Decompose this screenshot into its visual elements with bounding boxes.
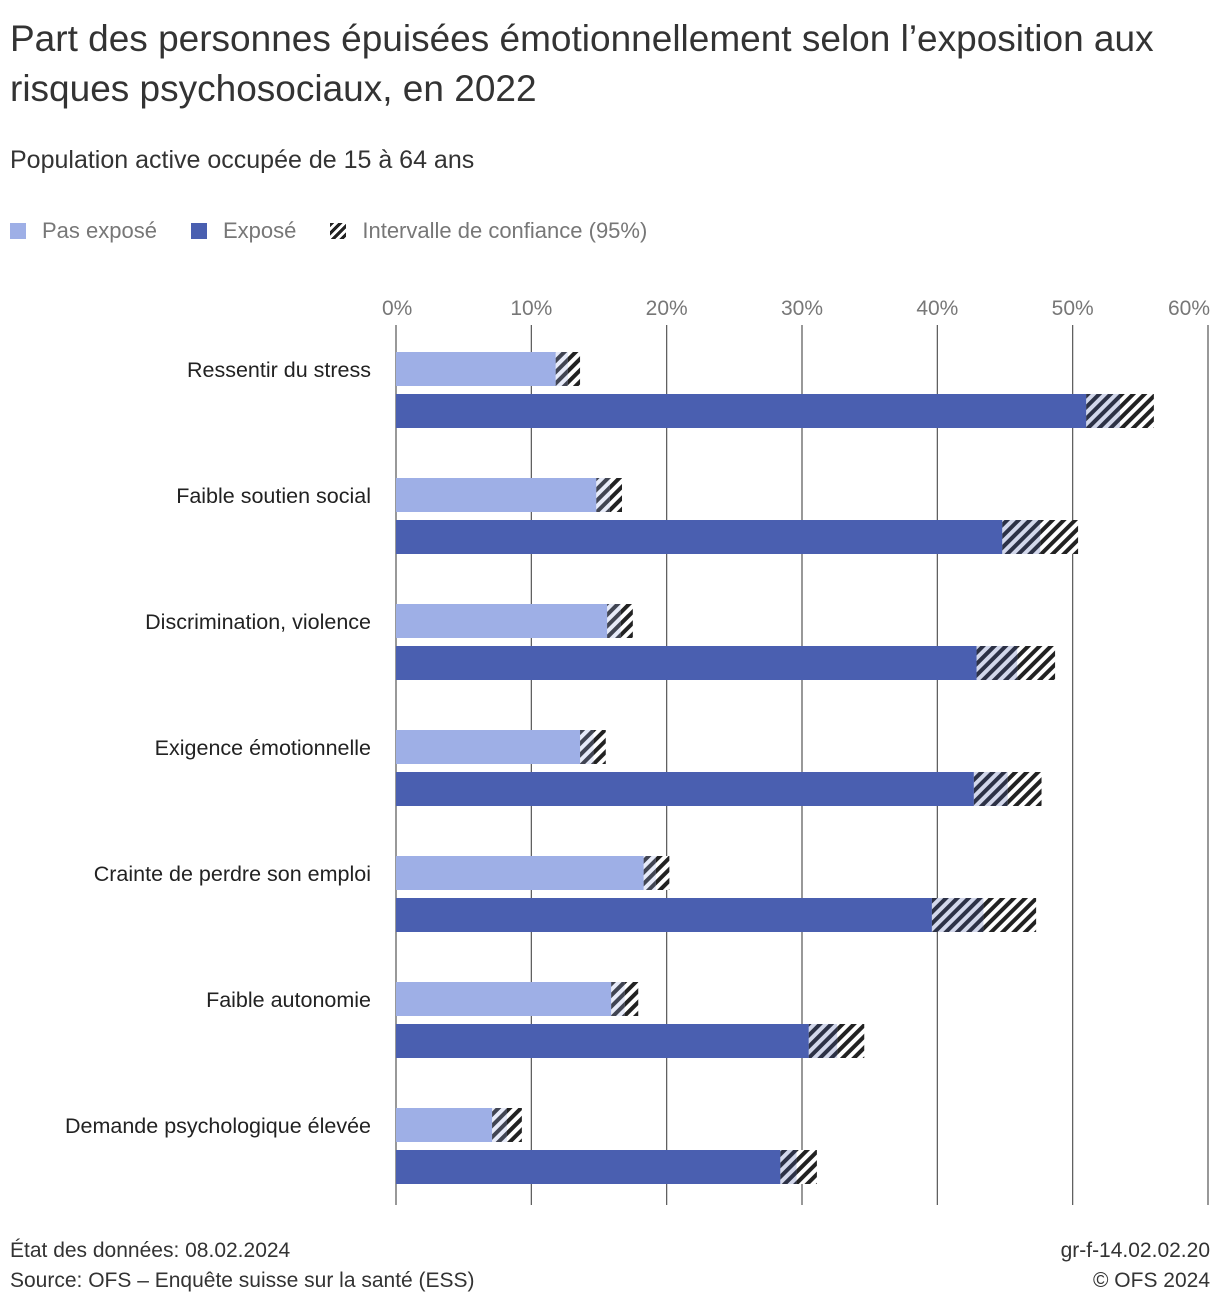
confidence-interval-lower [555,352,568,386]
confidence-interval-lower [780,1150,797,1184]
confidence-interval-upper [983,898,1037,932]
bar-exposed [396,772,974,806]
confidence-interval-upper [837,1024,865,1058]
category-label: Discrimination, violence [145,610,371,634]
confidence-interval-upper [620,604,633,638]
bar-exposed [396,520,1003,554]
category-label: Ressentir du stress [187,358,371,382]
bar-not-exposed [396,982,612,1016]
confidence-interval-lower [973,772,1008,806]
confidence-interval-lower [611,982,625,1016]
x-tick-label: 20% [646,297,688,320]
legend-label-exposed: Exposé [222,218,297,243]
confidence-interval-upper [593,730,606,764]
chart-subtitle: Population active occupée de 15 à 64 ans [10,146,475,174]
confidence-interval-lower [1002,520,1041,554]
bar-exposed [396,646,977,680]
bars [396,352,1154,1184]
category-label: Faible soutien social [176,484,371,508]
x-tick-label: 50% [1052,297,1094,320]
legend-swatch-not-exposed [10,223,26,239]
confidence-interval-upper [506,1108,522,1142]
confidence-interval-upper [567,352,581,386]
confidence-interval-lower [1086,394,1121,428]
x-tick-label: 60% [1168,297,1210,320]
legend-swatch-ci [330,223,347,239]
x-tick-label: 10% [510,297,552,320]
confidence-interval-upper [1007,772,1042,806]
legend: Pas exposé Exposé Intervalle de confianc… [10,214,681,248]
bar-chart: 0% 10% 20% 30% 40% 50% 60% Ressentir du stress… [65,297,1210,1205]
x-tick-label: 0% [382,297,412,320]
confidence-interval-lower [643,856,656,890]
confidence-interval-lower [596,478,610,512]
bar-not-exposed [396,730,581,764]
confidence-interval-lower [580,730,594,764]
legend-label-not-exposed: Pas exposé [42,218,157,243]
legend-swatch-exposed [190,223,207,239]
bar-not-exposed [396,352,556,386]
x-tick-label: 30% [781,297,823,320]
category-label: Exigence émotionnelle [155,736,371,760]
x-tick-label: 40% [916,297,958,320]
confidence-interval-lower [808,1024,838,1058]
chart-title: Part des personnes épuisées émotionnelle… [10,18,1154,109]
bar-not-exposed [396,1108,493,1142]
legend-item-ci: Intervalle de confiance (95%) [330,218,647,244]
graphic-code: gr-f-14.02.02.20 [1060,1239,1210,1262]
legend-label-ci: Intervalle de confiance (95%) [362,218,648,243]
confidence-interval-upper [796,1150,817,1184]
confidence-interval-lower [931,898,984,932]
confidence-interval-lower [492,1108,507,1142]
category-label: Demande psychologique élevée [65,1114,371,1138]
legend-item-exposed: Exposé [190,218,297,244]
footer-right: gr-f-14.02.02.20 © OFS 2024 [1061,1236,1210,1296]
confidence-interval-upper [655,856,670,890]
grid-lines [395,325,1209,1205]
bar-exposed [396,1150,781,1184]
confidence-interval-upper [1120,394,1154,428]
confidence-interval-upper [624,982,639,1016]
confidence-interval-upper [609,478,623,512]
confidence-interval-lower [607,604,621,638]
bar-exposed [396,1024,809,1058]
category-label: Crainte de perdre son emploi [94,862,371,886]
category-label: Faible autonomie [206,988,371,1012]
footer-left: État des données: 08.02.2024 Source: OFS… [10,1236,475,1296]
category-labels: Ressentir du stress Faible soutien social… [65,358,371,1138]
copyright: © OFS 2024 [1092,1269,1210,1292]
legend-item-not-exposed: Pas exposé [10,218,157,244]
bar-not-exposed [396,604,608,638]
confidence-interval-upper [1040,520,1079,554]
confidence-interval-upper [1017,646,1056,680]
data-source: Source: OFS – Enquête suisse sur la sant… [10,1269,475,1292]
bar-not-exposed [396,478,597,512]
bar-not-exposed [396,856,644,890]
bar-exposed [396,394,1087,428]
confidence-interval-lower [976,646,1018,680]
x-axis-tick-labels: 0% 10% 20% 30% 40% 50% 60% [382,297,1210,320]
bar-exposed [396,898,932,932]
data-date: État des données: 08.02.2024 [10,1239,291,1262]
